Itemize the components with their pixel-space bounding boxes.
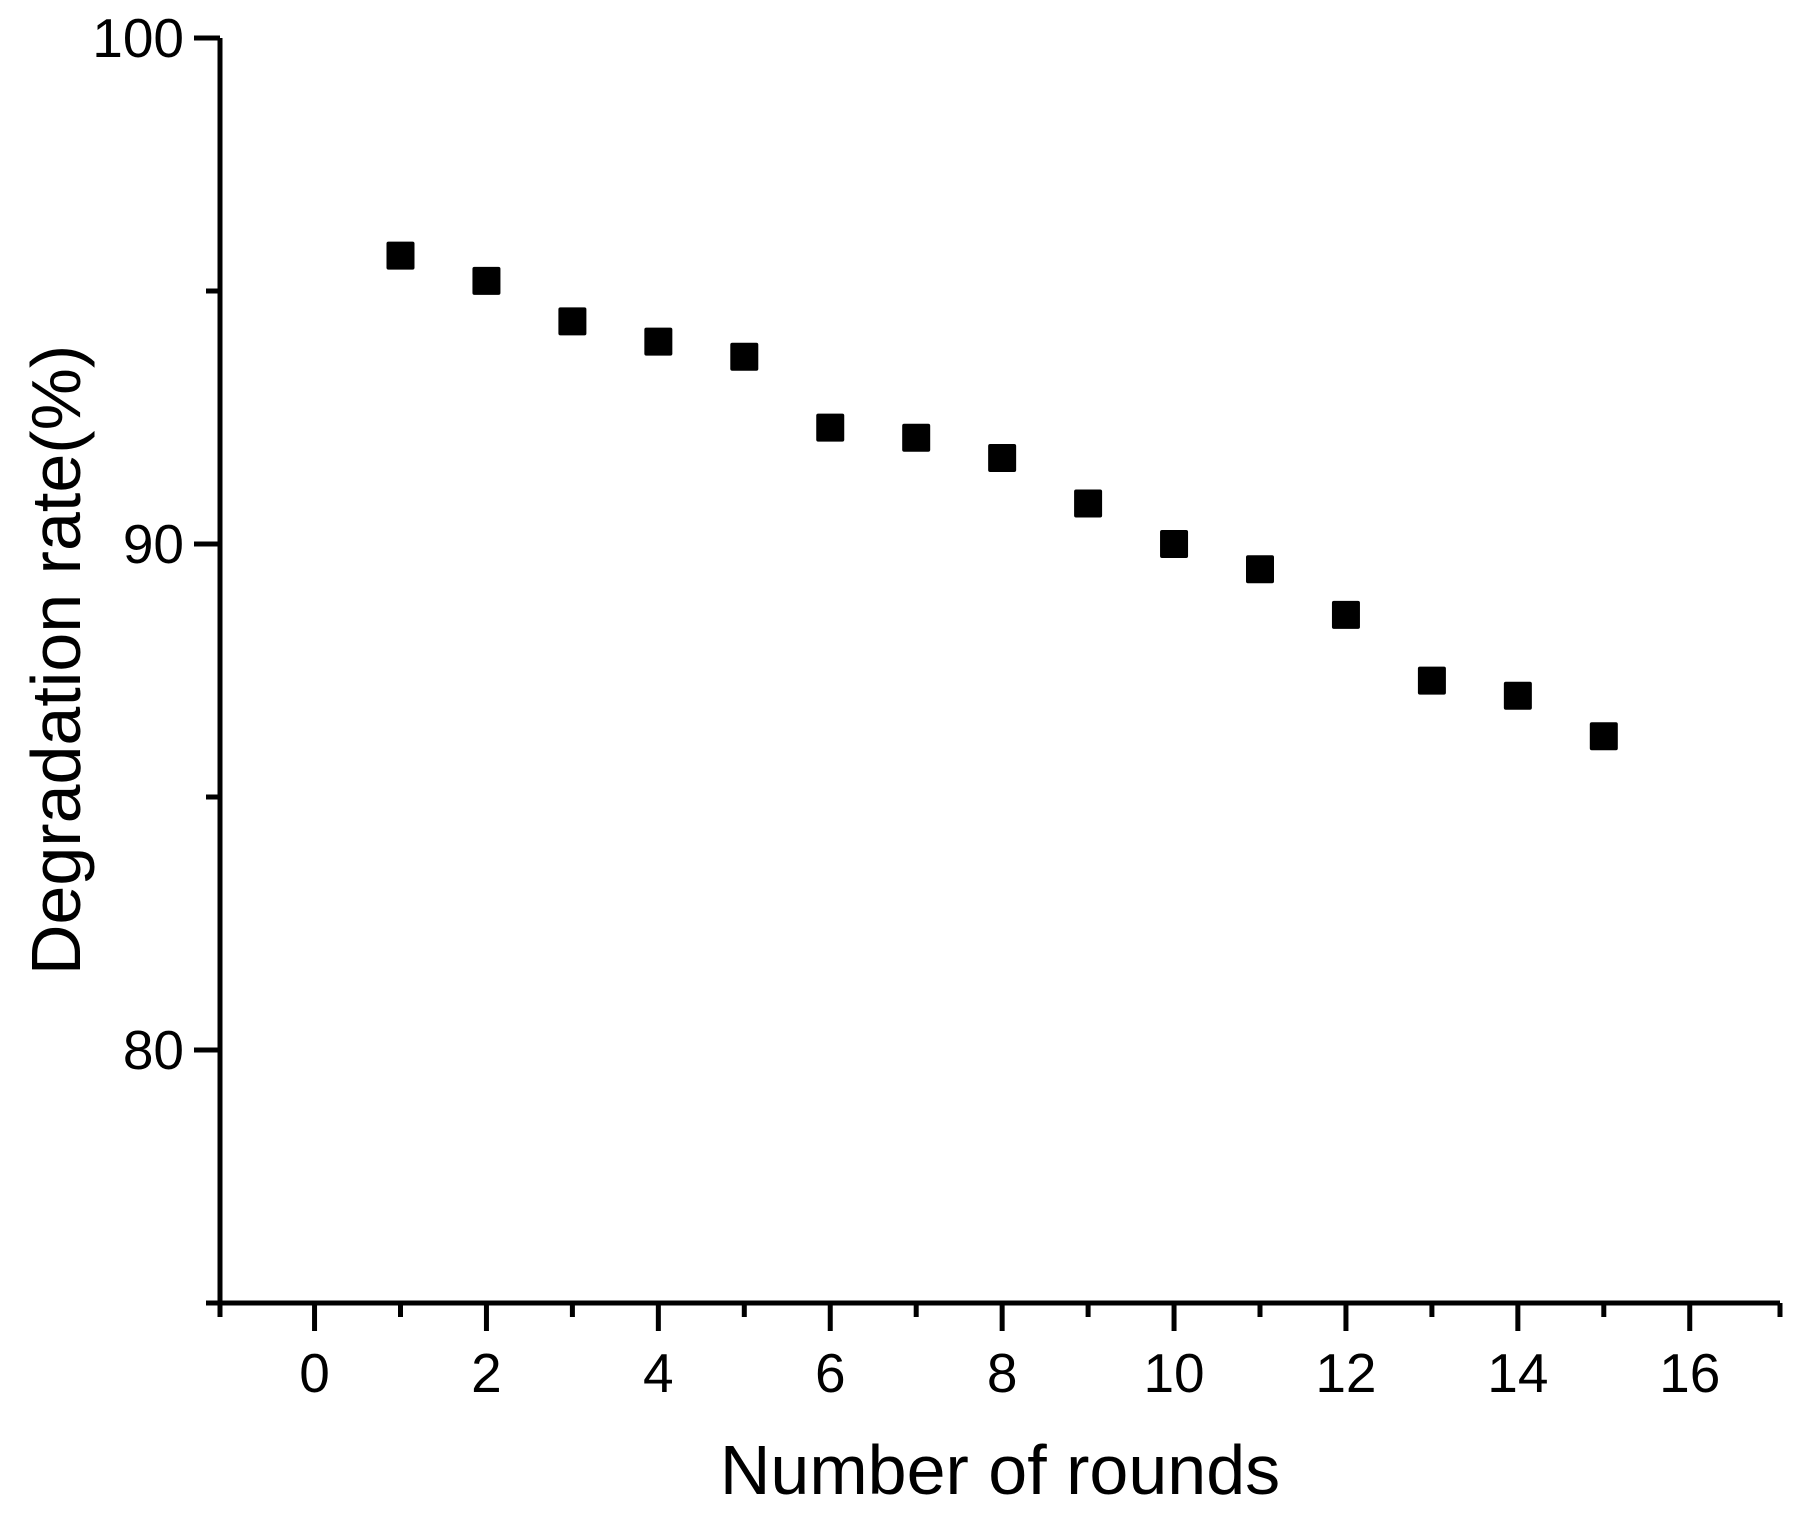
y-axis-title: Degradation rate(%) xyxy=(17,345,95,975)
data-point-marker xyxy=(730,342,759,371)
data-point-marker xyxy=(644,327,673,356)
axes-layer xyxy=(217,38,1780,1306)
x-axis-title: Number of rounds xyxy=(720,1431,1280,1509)
data-point-marker xyxy=(1246,555,1274,584)
x-tick-label: 14 xyxy=(1487,1342,1548,1404)
data-point-marker xyxy=(1589,722,1618,751)
data-point-marker xyxy=(1331,600,1360,629)
x-tick-label: 10 xyxy=(1143,1342,1204,1404)
x-tick-label: 4 xyxy=(643,1342,674,1404)
data-point-marker xyxy=(386,241,415,270)
x-tick-label: 16 xyxy=(1659,1342,1720,1404)
data-series-markers xyxy=(386,241,1618,751)
tick-labels-layer: 0 2 4 6 8 10 12 14 16 80 90 100 xyxy=(92,7,1720,1404)
y-tick-label: 100 xyxy=(92,7,184,69)
data-point-marker xyxy=(988,443,1017,472)
data-point-marker xyxy=(1074,489,1103,518)
data-point-marker xyxy=(816,413,845,442)
x-tick-label: 2 xyxy=(471,1342,502,1404)
data-point-marker xyxy=(1160,530,1189,558)
ticks-layer xyxy=(194,35,1783,1331)
data-point-marker xyxy=(1503,681,1532,710)
x-tick-label: 8 xyxy=(987,1342,1018,1404)
y-tick-label: 80 xyxy=(123,1019,184,1081)
data-point-marker xyxy=(902,423,931,452)
x-tick-label: 0 xyxy=(299,1342,330,1404)
x-tick-label: 12 xyxy=(1315,1342,1376,1404)
data-point-marker xyxy=(1417,666,1446,695)
data-point-marker xyxy=(472,266,501,295)
data-point-marker xyxy=(558,307,587,336)
y-tick-label: 90 xyxy=(123,513,184,575)
x-tick-label: 6 xyxy=(815,1342,846,1404)
